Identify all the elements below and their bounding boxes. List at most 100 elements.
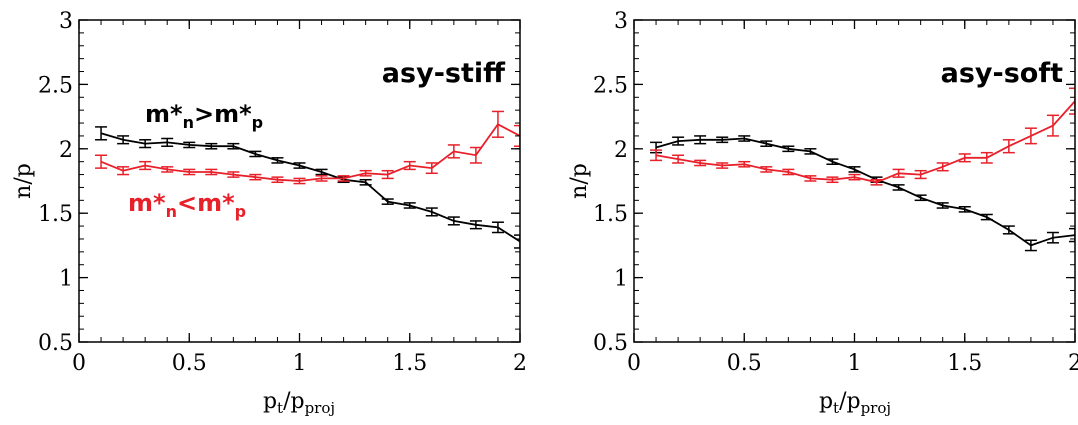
error-bar — [425, 207, 438, 217]
error-bar — [1046, 114, 1059, 137]
error-bar — [804, 175, 817, 182]
error-bar — [848, 173, 861, 181]
error-bar — [271, 157, 284, 164]
error-bar — [782, 145, 795, 153]
error-bar — [117, 166, 130, 176]
y-tick-label: 2 — [614, 138, 628, 163]
error-bar — [514, 124, 520, 147]
error-bar — [425, 162, 438, 175]
error-bar — [826, 158, 839, 166]
error-bar — [447, 216, 460, 226]
series-line — [655, 137, 1075, 247]
series-line — [100, 123, 520, 182]
y-tick-label: 1 — [614, 267, 628, 292]
error-bar — [205, 142, 218, 150]
error-bar — [359, 178, 372, 186]
error-bar — [161, 137, 174, 147]
y-tick-label: 3 — [614, 9, 628, 34]
error-bar — [514, 234, 520, 249]
error-bar — [337, 175, 350, 182]
error-bar — [381, 198, 394, 205]
y-axis-label: n/p — [567, 163, 592, 199]
error-bar — [1024, 239, 1037, 252]
error-bar — [1002, 139, 1015, 154]
x-axis-label: pt/pproj — [263, 389, 335, 417]
error-bar — [271, 176, 284, 184]
error-bar — [315, 175, 328, 182]
y-tick-label: 0.5 — [593, 331, 628, 356]
legend-label-black: m*n>m*p — [145, 100, 263, 132]
x-tick-label: 1.5 — [392, 351, 427, 376]
series-line — [100, 132, 520, 243]
x-tick-label: 0.5 — [172, 351, 207, 376]
panel-annotation: asy-soft — [941, 58, 1063, 89]
error-bar — [293, 162, 306, 169]
error-bar — [95, 154, 108, 169]
error-bar — [205, 168, 218, 176]
y-axis-label: n/p — [11, 163, 36, 199]
error-bar — [936, 202, 949, 209]
y-tick-label: 1 — [59, 267, 73, 292]
error-bar — [738, 160, 751, 168]
y-tick-label: 2.5 — [38, 73, 73, 98]
error-bar — [892, 168, 905, 178]
error-bar — [650, 149, 663, 162]
y-tick-label: 2.5 — [593, 73, 628, 98]
error-bar — [892, 184, 905, 191]
panel-annotation: asy-stiff — [382, 58, 506, 89]
error-bar — [716, 136, 729, 144]
x-tick-label: 0 — [627, 351, 641, 376]
error-bar — [694, 159, 707, 167]
error-bar — [848, 166, 861, 173]
error-bar — [161, 166, 174, 173]
error-bar — [403, 202, 416, 209]
error-bar — [293, 177, 306, 185]
series-red — [95, 110, 520, 185]
series-red — [650, 87, 1075, 186]
error-bar — [672, 154, 685, 164]
error-bar — [117, 135, 130, 145]
chart-panel-asy-stiff: 0 0.5 1 1.5 20.511.522.53 asy-stiff m*n>m*p … — [11, 9, 527, 417]
error-bar — [980, 151, 993, 164]
error-bar — [694, 135, 707, 145]
error-bar — [870, 178, 883, 186]
error-bar — [1002, 225, 1015, 235]
error-bar — [936, 162, 949, 172]
y-tick-label: 1.5 — [38, 202, 73, 227]
error-bar — [249, 150, 262, 158]
x-tick-label: 0 — [72, 351, 86, 376]
y-tick-label: 0.5 — [38, 331, 73, 356]
error-bar — [359, 169, 372, 177]
error-bar — [403, 160, 416, 171]
error-bar — [183, 141, 196, 149]
error-bar — [760, 140, 773, 147]
error-bar — [227, 142, 240, 150]
series-black — [650, 135, 1075, 252]
error-bar — [95, 126, 108, 141]
error-bar — [914, 194, 927, 202]
error-bar — [1046, 231, 1059, 244]
x-tick-label: 1.5 — [947, 351, 982, 376]
error-bar — [183, 168, 196, 176]
error-bar — [958, 153, 971, 163]
error-bar — [249, 173, 262, 181]
error-bar — [469, 146, 482, 164]
x-tick-label: 2 — [513, 351, 527, 376]
error-bar — [738, 135, 751, 142]
error-bar — [760, 166, 773, 173]
error-bar — [447, 144, 460, 159]
x-tick-label: 1 — [848, 351, 862, 376]
error-bar — [826, 176, 839, 184]
error-bar — [139, 139, 152, 149]
legend-label-red: m*n<m*p — [128, 189, 246, 221]
y-tick-label: 2 — [59, 138, 73, 163]
error-bar — [469, 220, 482, 230]
error-bar — [804, 148, 817, 155]
y-tick-label: 3 — [59, 9, 73, 34]
x-tick-label: 2 — [1068, 351, 1078, 376]
series-line — [655, 100, 1075, 184]
error-bar — [315, 168, 328, 176]
error-bar — [139, 160, 152, 171]
error-bar — [980, 213, 993, 221]
error-bar — [227, 171, 240, 178]
